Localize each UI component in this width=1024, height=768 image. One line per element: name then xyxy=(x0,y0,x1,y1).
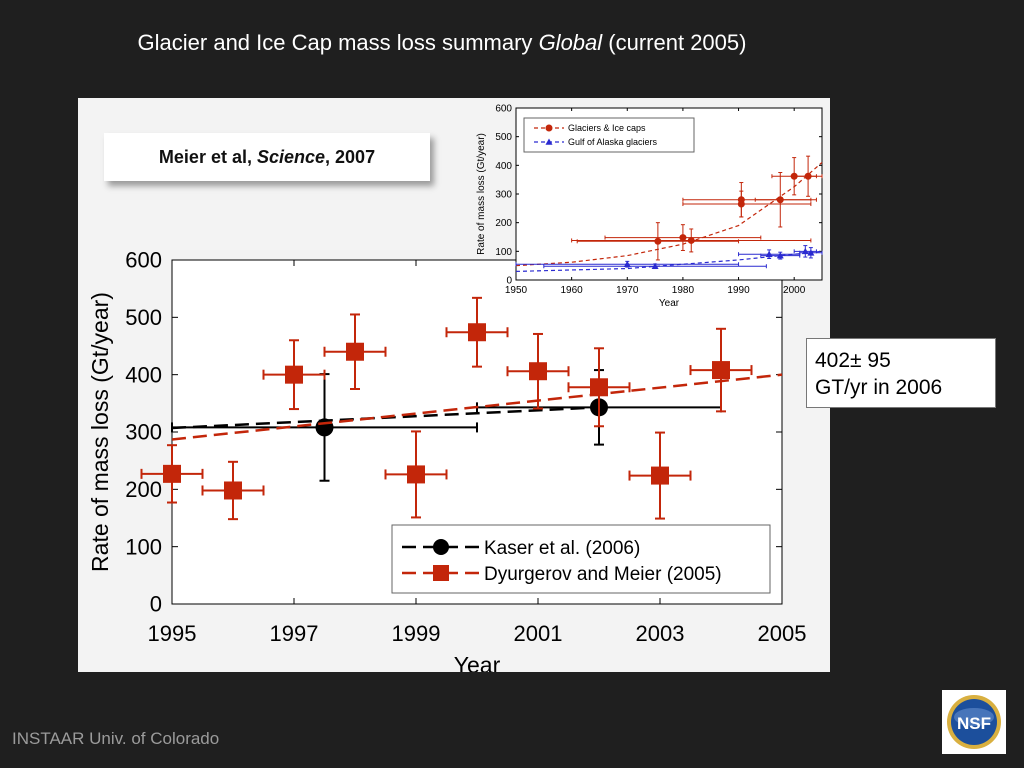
inset-series-0-circle-marker xyxy=(654,237,662,245)
inset-y-tick-label: 300 xyxy=(495,190,512,201)
inset-series-0-circle-marker xyxy=(776,196,784,204)
inset-y-tick-label: 600 xyxy=(495,104,512,115)
citation-year: , 2007 xyxy=(325,147,376,167)
main-series-1-square-marker xyxy=(590,378,608,397)
main-legend-label: Kaser et al. (2006) xyxy=(484,538,640,559)
inset-series-1-point-5 xyxy=(799,247,823,259)
inset-series-0-point-5 xyxy=(754,172,817,228)
citation-author: Meier et al, xyxy=(158,147,252,167)
inset-y-axis-label: Rate of mass loss (Gt/year) xyxy=(476,133,487,255)
footer-institution: INSTAAR Univ. of Colorado xyxy=(12,729,220,748)
inset-legend: Glaciers & Ice caps Gulf of Alaska glacie… xyxy=(523,117,695,153)
inset-series-1-triangle-marker xyxy=(623,260,631,268)
main-series-1-point-3 xyxy=(323,313,387,390)
inset-series-0-circle-marker xyxy=(804,172,812,180)
main-series-1-square-marker xyxy=(407,465,425,484)
main-x-tick-label: 2003 xyxy=(636,621,685,646)
main-series-1-square-marker xyxy=(346,342,364,361)
main-chart: 1995 1997 1999 2001 2003 2005 0 100 200 300 400 500… xyxy=(87,248,807,672)
main-series-1-square-marker xyxy=(285,365,303,384)
main-y-tick-label: 600 xyxy=(125,248,162,273)
inset-series-1-triangle-marker xyxy=(651,262,659,270)
main-series-0-circle-marker xyxy=(315,418,334,437)
main-x-axis-label: Year xyxy=(454,652,501,672)
main-x-tick-label: 1995 xyxy=(148,621,197,646)
inset-series-0-point-7 xyxy=(793,155,823,197)
main-legend: Kaser et al. (2006) Dyurgerov and Meier (… xyxy=(391,524,771,594)
main-legend-label: Dyurgerov and Meier (2005) xyxy=(484,564,722,585)
inset-x-tick-label: 1950 xyxy=(505,285,528,296)
main-series-1-point-2 xyxy=(262,339,326,411)
main-legend-box xyxy=(391,524,771,594)
main-series-1-point-9 xyxy=(689,327,753,413)
main-x-tick-label: 2001 xyxy=(514,621,563,646)
main-series-1-point-8 xyxy=(628,431,692,520)
inset-x-axis-label: Year xyxy=(659,298,680,309)
inset-y-tick-label: 100 xyxy=(495,247,512,258)
title-suffix: (current 2005) xyxy=(608,30,747,55)
main-series-1-point-5 xyxy=(445,296,509,368)
title-italic: Global xyxy=(538,30,603,55)
main-legend-circle-marker xyxy=(433,539,449,555)
main-y-tick-label: 500 xyxy=(125,305,162,330)
main-series-1-square-marker xyxy=(529,362,547,381)
inset-series-1-point-1 xyxy=(543,262,767,270)
main-y-tick-label: 200 xyxy=(125,477,162,502)
inset-series-0-circle-marker xyxy=(687,236,695,244)
main-series-1-point-4 xyxy=(384,430,448,519)
callout-line-2: GT/yr in 2006 xyxy=(815,376,943,399)
main-series-1-point-1 xyxy=(201,460,265,521)
inset-chart: 1950 1960 1970 1980 1990 2000 0 100 200 300 400 500… xyxy=(476,104,823,309)
inset-series-1-triangle-marker xyxy=(776,252,784,259)
main-series-1-square-marker xyxy=(651,466,669,485)
inset-series-1-triangle-marker xyxy=(807,249,815,256)
main-series-1-point-7 xyxy=(567,347,631,428)
main-y-tick-label: 100 xyxy=(125,534,162,559)
main-series-1-square-marker xyxy=(224,481,242,500)
main-series-1-point-6 xyxy=(506,332,570,410)
inset-series-0-circle-marker xyxy=(737,196,745,204)
inset-x-tick-label: 1980 xyxy=(672,285,695,296)
nsf-logo-text: NSF xyxy=(957,714,991,733)
callout-line-1: 402± 95 xyxy=(815,349,891,372)
inset-legend-circle-marker xyxy=(545,124,553,132)
inset-series-0-circle-marker xyxy=(679,234,687,242)
inset-legend-label: Gulf of Alaska glaciers xyxy=(568,137,658,147)
main-series-1-trend-line xyxy=(171,373,783,441)
inset-series-0-point-1 xyxy=(604,224,762,251)
main-x-tick-label: 1999 xyxy=(392,621,441,646)
main-y-tick-label: 300 xyxy=(125,420,162,445)
inset-x-tick-label: 1970 xyxy=(616,285,639,296)
main-x-tick-label: 2005 xyxy=(758,621,807,646)
main-series-1-point-0 xyxy=(140,444,204,504)
main-series-1-square-marker xyxy=(163,464,181,483)
main-legend-square-marker xyxy=(433,565,449,581)
inset-y-tick-label: 200 xyxy=(495,218,512,229)
main-y-tick-label: 0 xyxy=(150,592,162,617)
inset-x-tick-label: 1990 xyxy=(727,285,750,296)
main-series-1-square-marker xyxy=(712,361,730,380)
title-main: Glacier and Ice Cap mass loss summary xyxy=(137,30,533,55)
inset-x-tick-label: 2000 xyxy=(783,285,806,296)
main-series-1-square-marker xyxy=(468,323,486,342)
main-y-axis-label: Rate of mass loss (Gt/year) xyxy=(87,292,113,572)
citation-box: Meier et al, Science, 2007 xyxy=(104,133,430,181)
nsf-logo: NSF xyxy=(942,690,1006,754)
mass-loss-callout: 402± 95 GT/yr in 2006 xyxy=(806,338,996,408)
inset-legend-box xyxy=(523,117,695,153)
inset-y-tick-label: 400 xyxy=(495,161,512,172)
inset-x-tick-label: 1960 xyxy=(561,285,584,296)
inset-y-tick-label: 500 xyxy=(495,132,512,143)
citation-journal: Science xyxy=(256,147,326,167)
inset-y-tick-label: 0 xyxy=(506,276,512,287)
inset-legend-triangle-marker xyxy=(545,138,553,145)
inset-legend-label: Glaciers & Ice caps xyxy=(568,123,646,133)
slide-title: Glacier and Ice Cap mass loss summary Gl… xyxy=(0,30,884,56)
inset-series-1-point-3 xyxy=(760,251,801,260)
inset-series-0-point-2 xyxy=(571,228,812,253)
main-y-tick-label: 400 xyxy=(125,362,162,387)
main-x-tick-label: 1997 xyxy=(270,621,319,646)
